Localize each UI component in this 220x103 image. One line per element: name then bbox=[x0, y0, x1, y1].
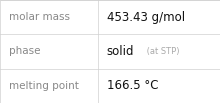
Text: phase: phase bbox=[9, 46, 40, 57]
Text: molar mass: molar mass bbox=[9, 12, 70, 22]
Text: melting point: melting point bbox=[9, 81, 79, 91]
Text: solid: solid bbox=[107, 45, 134, 58]
Text: (at STP): (at STP) bbox=[144, 47, 180, 56]
Text: 166.5 °C: 166.5 °C bbox=[107, 79, 158, 92]
Text: 453.43 g/mol: 453.43 g/mol bbox=[107, 11, 185, 24]
